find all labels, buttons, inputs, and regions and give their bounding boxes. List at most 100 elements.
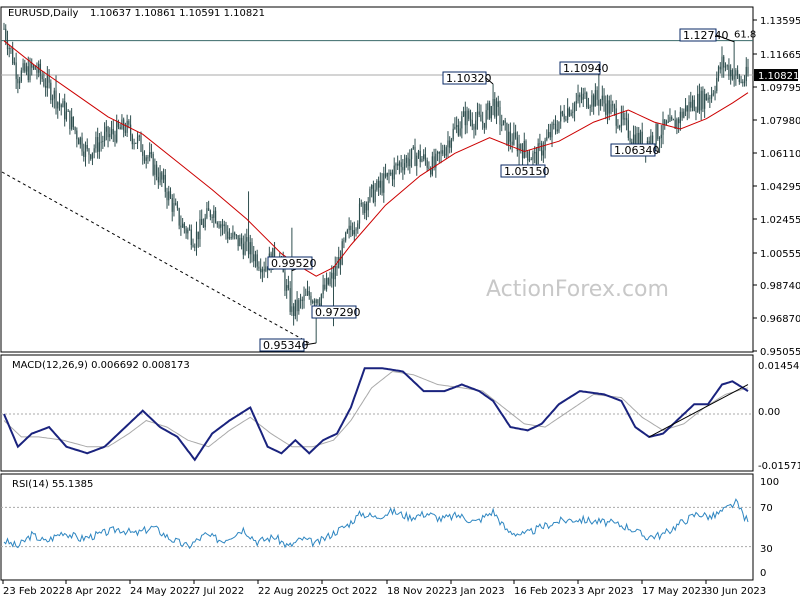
candle-body [700, 90, 702, 111]
price-annotation: 0.95340 [259, 338, 317, 352]
candle-body [678, 119, 680, 124]
watermark: ActionForex.com [486, 277, 669, 302]
axis-layer: 1.13595 1.11665 1.09795 1.07980 1.06110 1.042… [2, 16, 800, 597]
candle-body [325, 278, 328, 290]
rsi-title: RSI(14) 55.1385 [12, 479, 93, 490]
candle-body [51, 98, 54, 101]
candle-body [216, 222, 218, 225]
candle-body [667, 121, 669, 123]
candle-body [378, 180, 380, 188]
macd-layer [1, 367, 753, 462]
candle-body [655, 124, 657, 144]
candle-body [138, 135, 140, 137]
candle-body [22, 63, 24, 71]
candle-body [516, 137, 518, 152]
candle-body [159, 172, 161, 183]
candle-body [573, 103, 576, 112]
candle-body [353, 230, 355, 235]
candle-body [738, 75, 740, 82]
candle-body [84, 145, 87, 157]
candle-body [664, 119, 666, 125]
candle-body [721, 56, 723, 70]
candle-body [589, 106, 591, 108]
candle-body [416, 155, 418, 166]
candle-body [211, 216, 213, 218]
candle-body [55, 90, 57, 109]
price-annotation: 1.10940 [559, 61, 609, 76]
candle-body [72, 116, 74, 128]
candle-body [130, 124, 132, 136]
candle-body [190, 229, 192, 246]
candle-body [322, 284, 324, 295]
fib-level-label: 61.8 [734, 30, 756, 41]
candle-body [736, 70, 739, 76]
x-tick-label: 5 Oct 2022 [322, 586, 377, 597]
candle-body [76, 130, 78, 140]
candle-body [19, 81, 21, 84]
candle-body [206, 208, 208, 218]
candle-body [8, 48, 10, 50]
candle-body [376, 180, 378, 190]
candle-body [180, 225, 182, 228]
macd-trendline [648, 384, 749, 438]
candle-body [610, 104, 612, 114]
candle-body [24, 63, 26, 72]
candle-body [398, 162, 401, 166]
candle-body [367, 201, 369, 211]
candle-body [260, 268, 262, 273]
annotation-label: 1.06340 [614, 144, 660, 157]
candle-body [579, 94, 581, 98]
candle-body [102, 141, 104, 143]
candle-body [684, 105, 687, 112]
candle-body [74, 127, 76, 131]
chart-symbol: EURUSD,Daily [8, 8, 79, 19]
candle-body [348, 225, 350, 231]
price-tick-label: 1.13595 [760, 16, 800, 27]
candle-body [433, 156, 435, 168]
candle-body [25, 66, 28, 72]
candle-body [57, 102, 59, 109]
candle-body [601, 95, 603, 100]
candle-body [228, 237, 231, 239]
candle-body [48, 75, 50, 83]
candle-body [494, 99, 496, 117]
candle-body [525, 140, 527, 152]
candle-body [169, 191, 172, 199]
candle-body [631, 141, 633, 145]
candle-body [743, 81, 746, 84]
candle-body [395, 163, 397, 166]
candle-body [208, 208, 210, 211]
candle-body [69, 110, 71, 130]
candle-body [513, 132, 515, 145]
candle-body [6, 39, 9, 50]
candle-body [110, 129, 113, 134]
candle-body [443, 153, 446, 156]
candle-body [716, 77, 718, 91]
candle-body [249, 242, 251, 255]
candle-body [679, 111, 681, 124]
candle-body [709, 97, 711, 99]
candle-body [580, 97, 583, 100]
candle-body [303, 295, 305, 301]
candle-body [162, 174, 165, 180]
dashed-trendline [1, 171, 310, 344]
annotation-box [679, 28, 717, 42]
price-annotation: 1.12740 [679, 28, 735, 43]
candle-body [150, 152, 153, 154]
candle-body [360, 203, 362, 205]
price-tick-label: 1.04295 [760, 182, 800, 193]
candle-body [488, 102, 491, 119]
candle-body [508, 131, 510, 145]
candle-body [391, 172, 394, 180]
price-tick-label: 1.09795 [760, 83, 800, 94]
candle-body [317, 299, 319, 304]
candle-body [539, 143, 541, 145]
candle-body [537, 143, 539, 165]
candle-body [475, 120, 477, 130]
candle-body [596, 90, 598, 100]
candle-body [71, 116, 73, 130]
rsi-layer [1, 498, 753, 550]
annotation-label: 1.10320 [446, 72, 492, 85]
candle-body [223, 224, 225, 227]
chart-ohlc: 1.10637 1.10861 1.10591 1.10821 [90, 8, 265, 19]
